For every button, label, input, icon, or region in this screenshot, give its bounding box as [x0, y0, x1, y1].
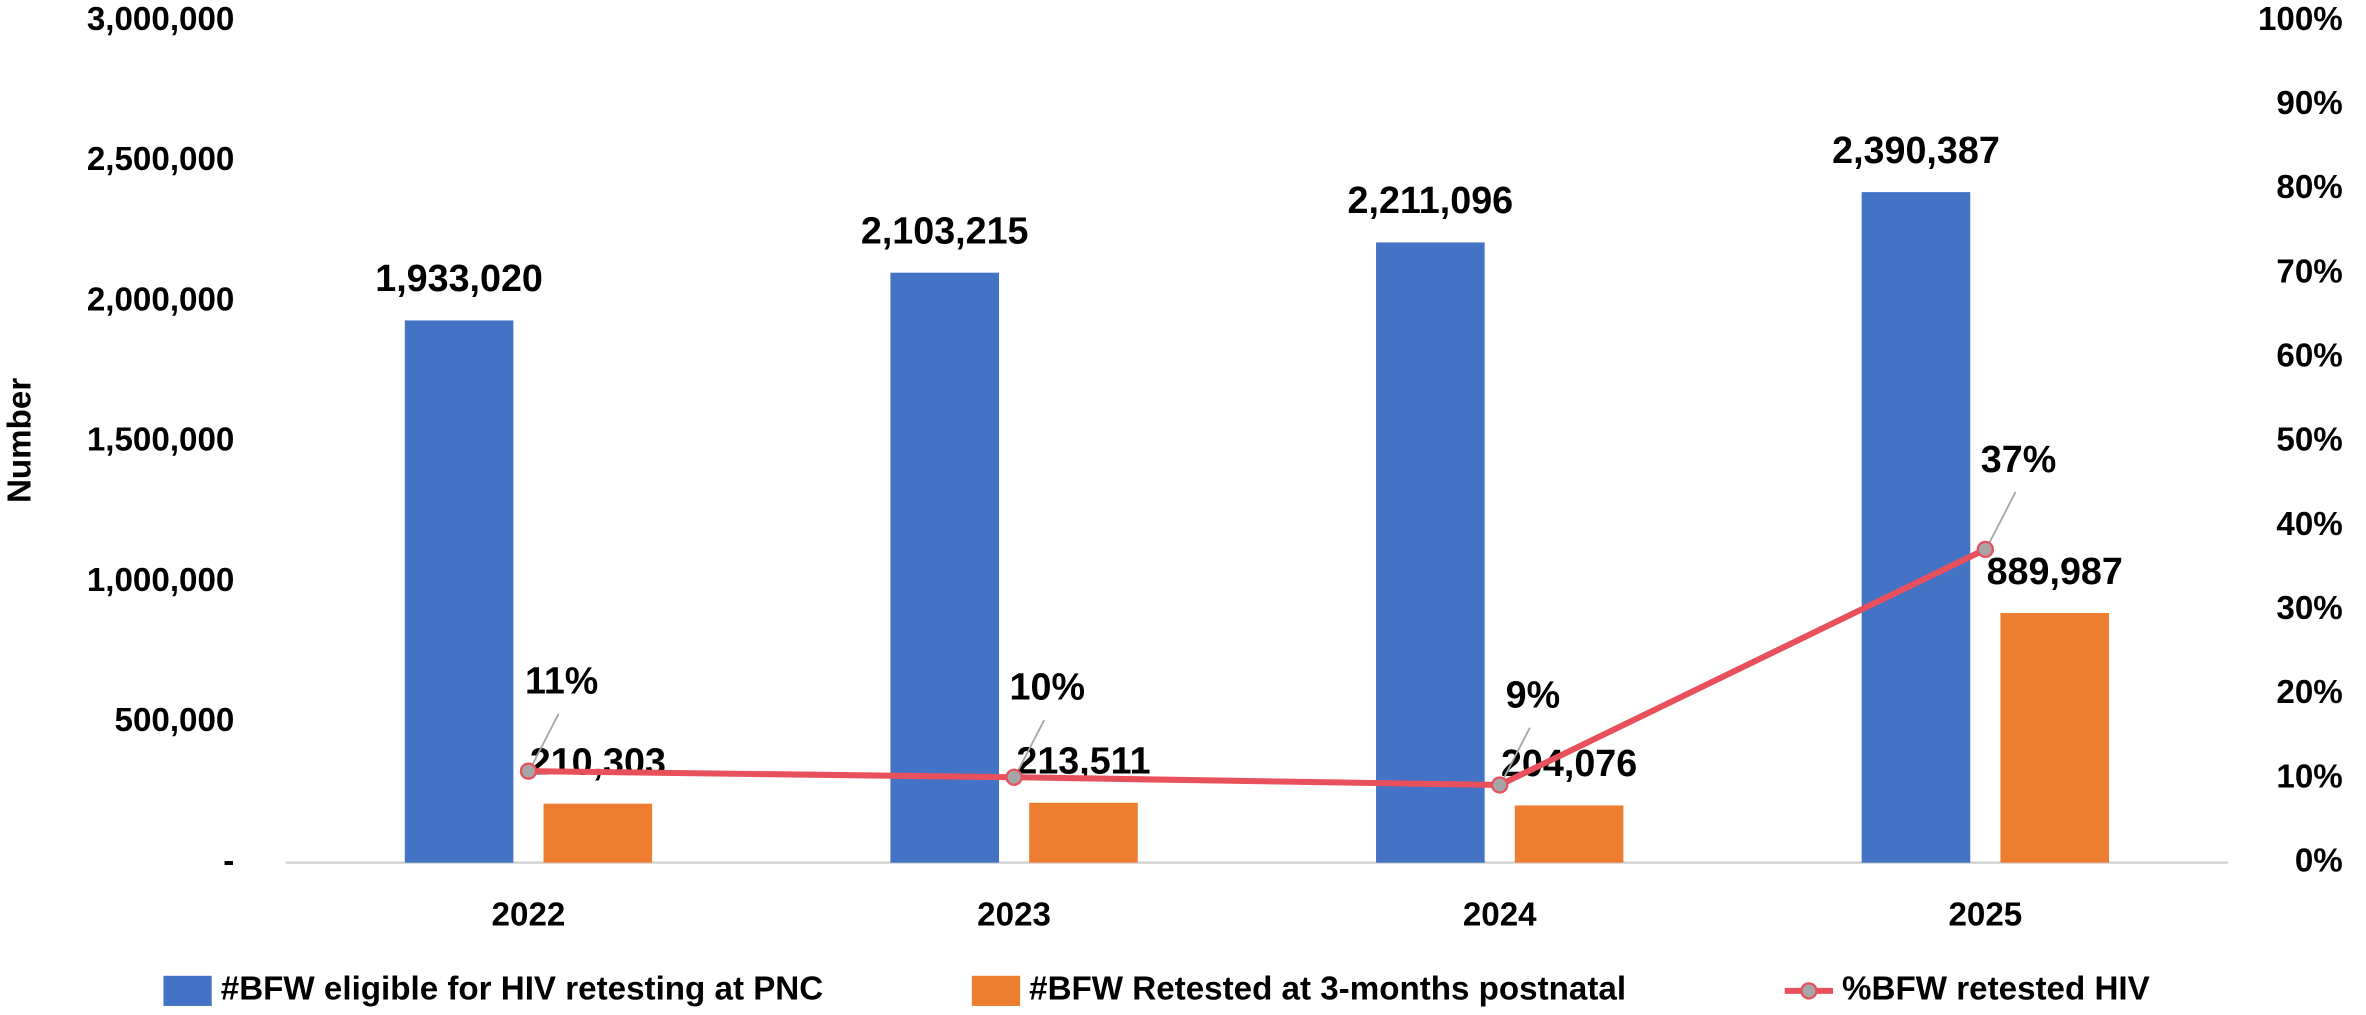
leader-line	[1017, 719, 1046, 771]
y2-tick-label: 50%	[2276, 422, 2342, 459]
line	[528, 546, 1987, 789]
bar	[2000, 613, 2110, 863]
y-tick-label: 3,000,000	[87, 1, 235, 38]
x-tick-label: 2025	[1948, 897, 2022, 934]
line-marker	[1976, 540, 1995, 559]
y2-tick-label: 30%	[2276, 590, 2342, 627]
bar	[404, 320, 514, 863]
bar-value-label: 2,103,215	[861, 209, 1029, 251]
leader-line	[1989, 491, 2017, 543]
y-axis-title: Number	[1, 378, 38, 503]
y-tick-label: 1,000,000	[87, 562, 235, 599]
legend-label: #BFW Retested at 3-months postnatal	[1029, 971, 1626, 1008]
bar-value-label: 210,303	[530, 740, 666, 782]
x-tick-label: 2024	[1463, 897, 1537, 934]
legend-label: #BFW eligible for HIV retesting at PNC	[221, 971, 823, 1008]
bar	[1029, 802, 1138, 863]
bar	[1376, 242, 1485, 863]
legend-label: %BFW retested HIV	[1842, 971, 2150, 1008]
bar-value-label: 2,211,096	[1348, 179, 1514, 221]
bar	[1514, 805, 1624, 863]
line-value-label: 9%	[1506, 673, 1560, 715]
x-tick-label: 2022	[492, 897, 566, 934]
bar	[890, 272, 1000, 863]
line-marker	[1491, 776, 1509, 794]
y2-tick-label: 60%	[2276, 338, 2342, 375]
leader-line	[532, 713, 560, 764]
bar-value-label: 889,987	[1987, 550, 2123, 592]
y2-tick-label: 90%	[2276, 85, 2342, 122]
legend-marker	[1800, 982, 1818, 1000]
y2-tick-label: 70%	[2276, 253, 2342, 290]
line-value-label: 10%	[1010, 666, 1085, 708]
line-marker	[1005, 768, 1023, 786]
bar-value-label: 1,933,020	[375, 257, 543, 299]
y2-tick-label: 100%	[2258, 1, 2343, 38]
bar-value-label: 213,511	[1016, 740, 1150, 782]
legend-swatch	[163, 975, 212, 1006]
y-tick-label: 2,000,000	[87, 281, 235, 318]
legend-swatch	[971, 975, 1021, 1006]
bar	[1861, 192, 1971, 863]
y-tick-label: 500,000	[115, 702, 235, 739]
y-tick-label: -	[223, 842, 234, 879]
bar	[543, 803, 653, 863]
y2-tick-label: 80%	[2276, 169, 2342, 206]
y2-tick-label: 20%	[2276, 674, 2342, 711]
y-tick-label: 2,500,000	[87, 141, 235, 178]
leader-line	[1503, 727, 1531, 778]
y2-tick-label: 40%	[2276, 506, 2342, 543]
x-tick-label: 2023	[977, 897, 1051, 934]
y2-tick-label: 10%	[2276, 758, 2342, 795]
y2-tick-label: 0%	[2295, 842, 2343, 879]
y-tick-label: 1,500,000	[87, 422, 235, 459]
bar-value-label: 2,390,387	[1832, 129, 2000, 171]
line-value-label: 11%	[525, 660, 598, 702]
line-marker	[519, 762, 538, 780]
line-value-label: 37%	[1981, 438, 2056, 480]
